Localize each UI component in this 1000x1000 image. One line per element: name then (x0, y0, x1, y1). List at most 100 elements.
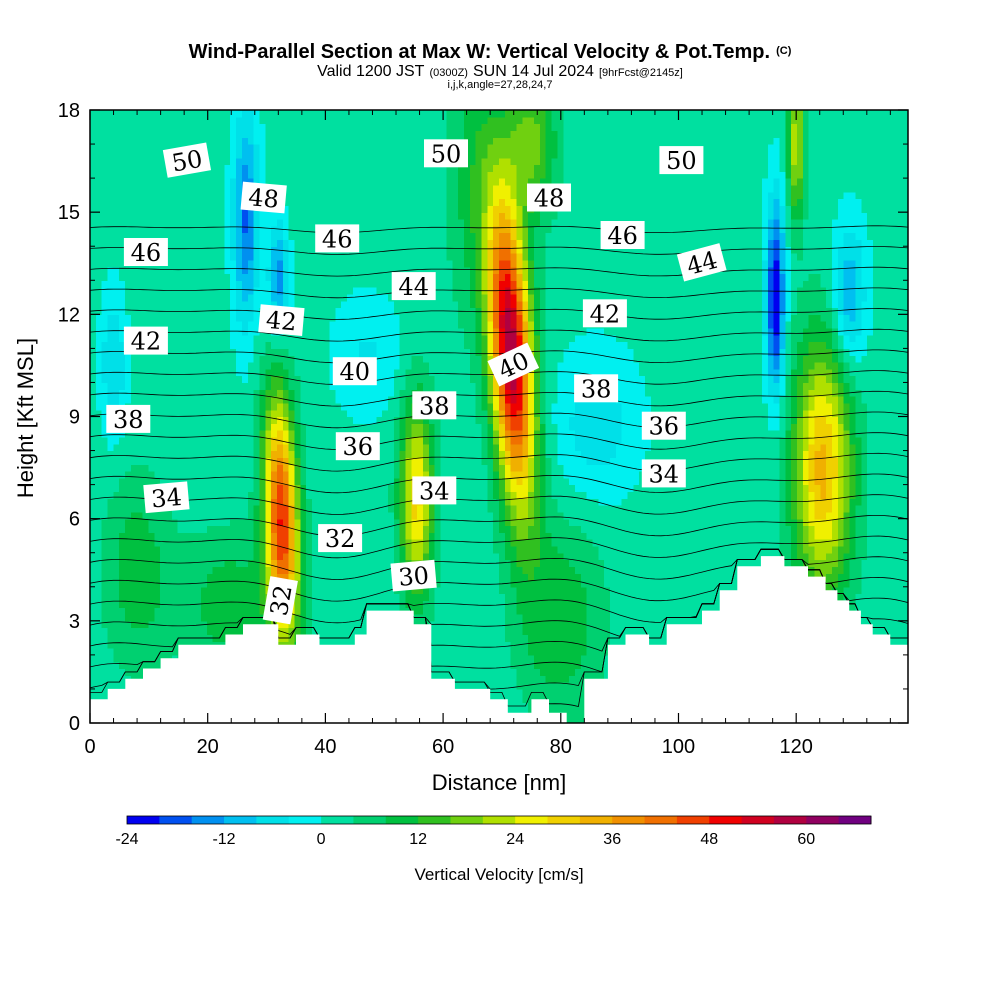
velocity-cell (177, 368, 185, 377)
velocity-cell (241, 164, 249, 172)
velocity-cell (247, 246, 255, 254)
velocity-cell (294, 110, 301, 118)
velocity-cell (189, 423, 196, 431)
velocity-cell (206, 314, 214, 322)
velocity-cell (306, 137, 313, 145)
velocity-cell (370, 218, 377, 227)
velocity-cell (101, 688, 109, 697)
velocity-cell (95, 525, 103, 533)
velocity-cell (300, 573, 307, 581)
velocity-cell (101, 198, 109, 206)
velocity-cell (171, 253, 179, 261)
velocity-cell (189, 300, 196, 309)
velocity-cell (352, 212, 360, 220)
velocity-cell (206, 198, 214, 206)
velocity-cell (282, 464, 290, 472)
velocity-cell (230, 436, 237, 445)
velocity-cell (282, 362, 290, 370)
velocity-cell (347, 620, 354, 629)
velocity-cell (189, 362, 196, 370)
velocity-cell (276, 130, 284, 138)
velocity-cell (259, 375, 266, 384)
velocity-cell (189, 293, 196, 302)
velocity-cell (113, 600, 120, 608)
velocity-cell (241, 355, 249, 363)
velocity-cell (317, 518, 325, 527)
velocity-cell (230, 144, 237, 152)
velocity-cell (341, 491, 348, 499)
velocity-cell (399, 171, 407, 179)
velocity-cell (352, 586, 360, 595)
velocity-cell (206, 607, 214, 615)
velocity-cell (364, 498, 372, 506)
velocity-cell (171, 607, 179, 615)
velocity-cell (95, 545, 103, 554)
velocity-cell (259, 443, 266, 452)
velocity-cell (212, 457, 220, 465)
velocity-cell (376, 205, 383, 213)
velocity-cell (358, 518, 366, 527)
velocity-cell (154, 423, 161, 431)
velocity-cell (306, 218, 313, 227)
velocity-cell (370, 293, 377, 302)
velocity-cell (341, 586, 348, 595)
velocity-cell (160, 164, 167, 172)
velocity-cell (312, 150, 319, 159)
velocity-cell (90, 505, 97, 513)
velocity-cell (282, 477, 290, 486)
velocity-cell (300, 266, 307, 275)
velocity-cell (288, 484, 296, 493)
velocity-cell (271, 144, 278, 152)
velocity-cell (241, 253, 249, 261)
velocity-cell (218, 402, 225, 411)
velocity-cell (154, 116, 161, 125)
velocity-cell (387, 545, 395, 554)
velocity-cell (148, 477, 155, 486)
velocity-cell (206, 144, 214, 152)
velocity-cell (352, 205, 360, 213)
velocity-cell (329, 348, 336, 356)
velocity-cell (206, 157, 214, 166)
velocity-cell (101, 110, 109, 118)
velocity-cell (212, 491, 220, 499)
velocity-cell (189, 382, 196, 390)
velocity-cell (113, 191, 120, 200)
velocity-cell (160, 137, 167, 145)
velocity-cell (370, 300, 377, 309)
velocity-cell (393, 225, 401, 234)
velocity-cell (405, 470, 412, 479)
velocity-cell (148, 423, 155, 431)
velocity-cell (206, 307, 214, 315)
velocity-cell (247, 321, 255, 329)
velocity-cell (312, 607, 319, 615)
velocity-cell (107, 171, 114, 179)
velocity-cell (317, 259, 325, 268)
velocity-cell (230, 464, 237, 472)
velocity-cell (312, 300, 319, 309)
velocity-cell (95, 218, 103, 227)
velocity-cell (276, 464, 284, 472)
velocity-cell (130, 157, 138, 166)
velocity-cell (195, 498, 202, 506)
velocity-cell (160, 518, 167, 527)
velocity-cell (393, 341, 401, 349)
velocity-cell (171, 648, 179, 656)
velocity-cell (253, 586, 261, 595)
velocity-cell (323, 430, 331, 438)
velocity-cell (347, 614, 354, 622)
velocity-cell (253, 137, 261, 145)
velocity-cell (282, 123, 290, 132)
velocity-cell (130, 355, 138, 363)
velocity-cell (201, 505, 208, 513)
velocity-cell (148, 362, 155, 370)
velocity-cell (90, 614, 97, 622)
velocity-cell (236, 586, 243, 595)
velocity-cell (171, 293, 179, 302)
velocity-cell (119, 634, 126, 642)
velocity-cell (195, 232, 202, 241)
velocity-cell (177, 293, 185, 302)
velocity-cell (347, 259, 354, 268)
velocity-cell (142, 511, 150, 520)
velocity-cell (411, 525, 418, 533)
velocity-cell (370, 545, 377, 554)
